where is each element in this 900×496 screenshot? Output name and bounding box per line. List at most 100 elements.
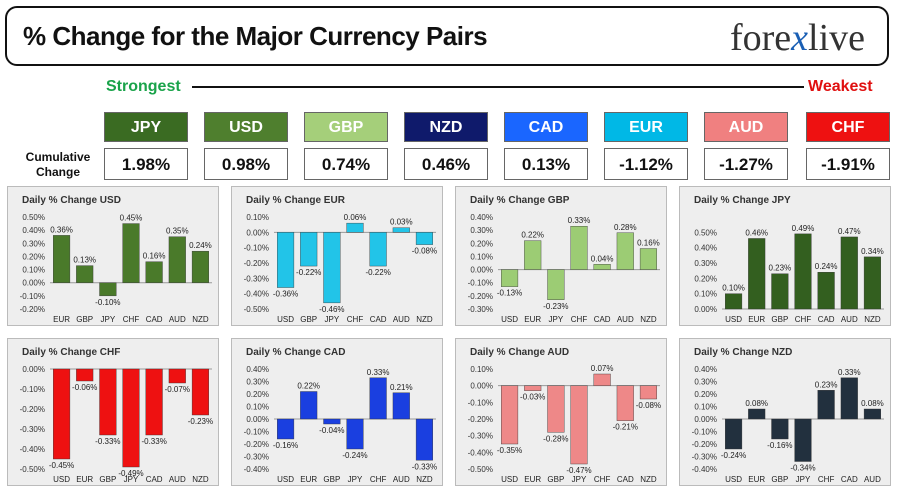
y-tick-label: -0.50%	[468, 465, 493, 474]
bar-nzd	[415, 232, 433, 245]
bar-usd	[501, 385, 519, 445]
x-tick-label: GBP	[547, 475, 564, 484]
y-tick-label: -0.40%	[692, 465, 717, 474]
data-label: 0.06%	[344, 213, 367, 222]
data-label: -0.28%	[543, 434, 568, 443]
ranking-value-chf: -1.91%	[806, 148, 890, 180]
data-label: 0.07%	[591, 364, 614, 373]
x-tick-label: USD	[501, 315, 518, 324]
bar-jpy	[547, 269, 565, 300]
data-label: -0.22%	[296, 268, 321, 277]
bar-eur	[76, 368, 94, 382]
data-label: -0.47%	[566, 466, 591, 475]
chart-panel-7: Daily % Change NZD 0.40% 0.30% 0.20% 0.10% 0.…	[679, 338, 891, 486]
data-label: -0.08%	[636, 401, 661, 410]
ranking-currency-cad: CAD	[504, 112, 588, 142]
x-tick-label: NZD	[192, 475, 209, 484]
y-tick-label: -0.20%	[20, 305, 45, 314]
y-tick-label: 0.20%	[470, 239, 493, 248]
y-tick-label: 0.30%	[694, 259, 717, 268]
y-tick-label: -0.40%	[20, 445, 45, 454]
y-tick-label: -0.20%	[244, 440, 269, 449]
data-label: -0.24%	[721, 451, 746, 460]
bar-cad	[369, 232, 387, 267]
y-tick-label: 0.40%	[470, 213, 493, 222]
chart-svg: Daily % Change GBP 0.40% 0.30% 0.20% 0.10% 0.…	[468, 195, 660, 324]
chart-title: Daily % Change NZD	[694, 347, 792, 358]
x-tick-label: USD	[277, 315, 294, 324]
x-tick-label: CHF	[123, 315, 140, 324]
data-label: 0.34%	[861, 247, 884, 256]
x-tick-label: NZD	[192, 315, 209, 324]
x-tick-label: AUD	[169, 315, 186, 324]
data-label: -0.13%	[497, 289, 522, 298]
chart-title: Daily % Change CHF	[22, 347, 120, 358]
bar-chf	[570, 226, 588, 270]
y-tick-label: 0.20%	[22, 252, 45, 261]
strength-arrow-line	[192, 86, 804, 88]
data-label: 0.28%	[614, 223, 637, 232]
data-label: -0.24%	[342, 451, 367, 460]
ranking-currency-aud: AUD	[704, 112, 788, 142]
y-tick-label: -0.40%	[244, 465, 269, 474]
chart-svg: Daily % Change EUR 0.10% 0.00% -0.10% -0.20%…	[244, 195, 437, 324]
bar-aud	[840, 236, 858, 310]
y-tick-label: 0.10%	[22, 266, 45, 275]
bar-jpy	[346, 418, 364, 450]
x-tick-label: JPY	[348, 475, 363, 484]
x-tick-label: NZD	[640, 475, 657, 484]
chart-title: Daily % Change USD	[22, 195, 121, 206]
y-tick-label: 0.50%	[694, 228, 717, 237]
data-label: -0.04%	[319, 426, 344, 435]
y-tick-label: -0.40%	[244, 290, 269, 299]
ranking-value-jpy: 1.98%	[104, 148, 188, 180]
chart-title: Daily % Change GBP	[470, 195, 570, 206]
x-tick-label: CHF	[370, 475, 387, 484]
x-tick-label: AUD	[393, 475, 410, 484]
y-tick-label: 0.30%	[694, 378, 717, 387]
chart-panel-2: Daily % Change GBP 0.40% 0.30% 0.20% 0.10% 0.…	[455, 186, 667, 326]
chart-svg: Daily % Change NZD 0.40% 0.30% 0.20% 0.10% 0.…	[692, 347, 884, 484]
x-tick-label: USD	[725, 315, 742, 324]
bar-eur	[53, 235, 71, 283]
x-tick-label: CHF	[347, 315, 364, 324]
x-tick-label: GBP	[771, 315, 788, 324]
y-tick-label: -0.20%	[20, 405, 45, 414]
x-tick-label: JPY	[325, 315, 340, 324]
bar-eur	[524, 385, 542, 391]
x-tick-label: CAD	[594, 315, 611, 324]
x-tick-label: NZD	[416, 475, 433, 484]
bar-gbp	[771, 273, 789, 310]
data-label: -0.45%	[49, 461, 74, 470]
y-tick-label: 0.20%	[694, 274, 717, 283]
data-label: 0.16%	[143, 252, 166, 261]
ranking-currency-usd: USD	[204, 112, 288, 142]
bar-chf	[369, 377, 387, 420]
bar-jpy	[122, 368, 140, 468]
y-tick-label: 0.00%	[22, 279, 45, 288]
y-tick-label: -0.40%	[468, 448, 493, 457]
bar-chf	[593, 373, 611, 386]
y-tick-label: 0.00%	[470, 266, 493, 275]
bar-cad	[840, 377, 858, 420]
data-label: -0.23%	[543, 302, 568, 311]
y-tick-label: 0.10%	[246, 403, 269, 412]
data-label: -0.36%	[273, 290, 298, 299]
x-tick-label: EUR	[76, 475, 93, 484]
data-label: -0.08%	[412, 247, 437, 256]
ranking-value-nzd: 0.46%	[404, 148, 488, 180]
y-tick-label: 0.10%	[694, 403, 717, 412]
x-tick-label: AUD	[617, 315, 634, 324]
x-tick-label: JPY	[572, 475, 587, 484]
y-tick-label: 0.00%	[694, 305, 717, 314]
y-tick-label: -0.30%	[468, 305, 493, 314]
bar-chf	[794, 233, 812, 310]
y-tick-label: 0.30%	[246, 378, 269, 387]
bar-eur	[748, 238, 766, 310]
x-tick-label: GBP	[771, 475, 788, 484]
bar-eur	[300, 391, 318, 420]
y-tick-label: -0.10%	[20, 292, 45, 301]
data-label: 0.23%	[769, 264, 792, 273]
ranking-currency-jpy: JPY	[104, 112, 188, 142]
ranking-currency-chf: CHF	[806, 112, 890, 142]
